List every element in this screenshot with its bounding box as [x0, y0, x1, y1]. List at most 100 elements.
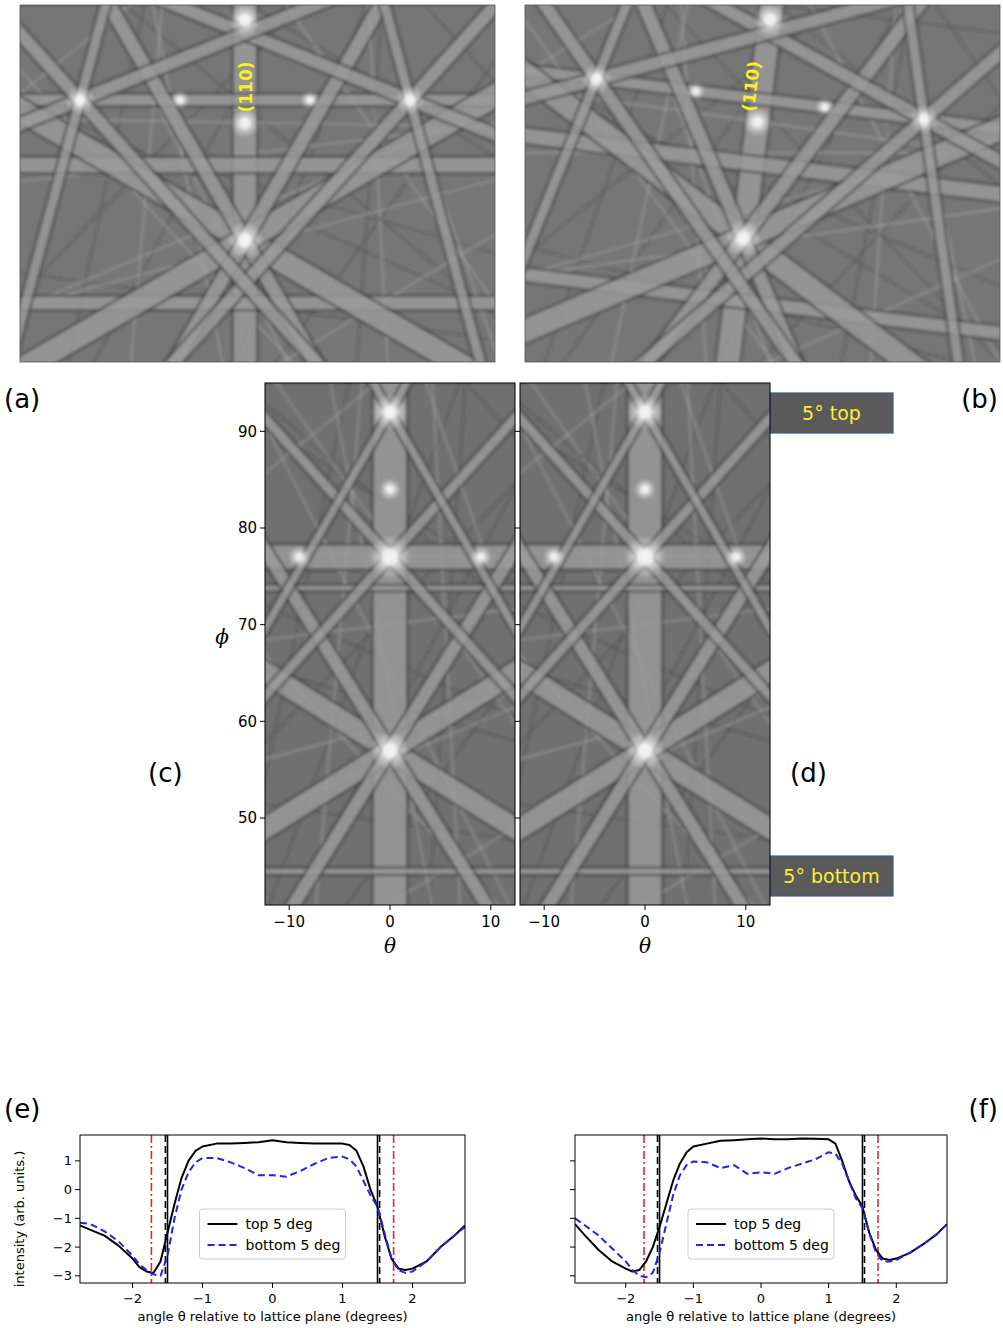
- x-tick: [693, 1283, 694, 1288]
- kikuchi-band: [629, 383, 661, 905]
- y-tick-label: 70: [238, 616, 257, 634]
- plot-frame: [265, 383, 515, 905]
- kikuchi-pole: [908, 103, 940, 135]
- kikuchi-band-edge: [265, 383, 515, 905]
- kikuchi-band: [520, 586, 770, 590]
- kikuchi-band: [525, 5, 934, 362]
- y-tick: [260, 818, 265, 819]
- figure: (110)(110)(a)(b)(c)(d)(e)(f)5° top5° bot…: [0, 0, 1003, 1328]
- kikuchi-pole-core: [735, 230, 751, 246]
- y-tick: [75, 1218, 80, 1219]
- legend-label: top 5 deg: [246, 1216, 313, 1232]
- kikuchi-pole: [288, 546, 310, 568]
- kikuchi-band: [265, 586, 515, 590]
- x-tick-label: −10: [273, 913, 305, 931]
- kikuchi-pole-core: [590, 73, 602, 85]
- kikuchi-pole: [815, 97, 835, 117]
- kikuchi-pole-core: [307, 97, 314, 104]
- plot-area: [265, 383, 515, 905]
- plot-area: [575, 1135, 947, 1283]
- pattern-image: [525, 5, 1000, 362]
- plot-area: [520, 383, 770, 905]
- kikuchi-pole-core: [751, 116, 763, 128]
- y-tick: [75, 1189, 80, 1190]
- y-tick: [570, 1160, 575, 1161]
- kikuchi-pole: [625, 731, 665, 771]
- x-axis-title: angle θ relative to lattice plane (degre…: [138, 1309, 408, 1324]
- kikuchi-band: [265, 383, 515, 905]
- kikuchi-band: [177, 5, 495, 362]
- kikuchi-pole-core: [763, 13, 777, 27]
- kikuchi-band: [520, 383, 770, 905]
- band-label: (110): [738, 60, 764, 113]
- kikuchi-pole-core: [404, 94, 415, 105]
- kikuchi-band: [374, 383, 406, 905]
- panel-label: (f): [969, 1094, 998, 1124]
- kikuchi-band: [520, 383, 770, 905]
- x-tick: [390, 905, 391, 910]
- kikuchi-pole-core: [477, 553, 485, 561]
- legend-swatch: [208, 1244, 238, 1246]
- plot-frame: [575, 1135, 947, 1283]
- kikuchi-pole: [723, 218, 763, 258]
- kikuchi-band-edge: [265, 383, 515, 905]
- kikuchi-band-edge: [177, 5, 495, 362]
- y-tick-label: 80: [238, 519, 257, 537]
- kikuchi-band-edge: [626, 383, 663, 905]
- y-tick-label: 60: [238, 713, 257, 731]
- kikuchi-band: [265, 545, 515, 568]
- kikuchi-band: [265, 869, 515, 874]
- kikuchi-pole-core: [692, 87, 700, 95]
- x-axis-title: angle θ relative to lattice plane (degre…: [626, 1309, 896, 1324]
- plot-area: [80, 1135, 465, 1283]
- kikuchi-pole: [470, 546, 492, 568]
- kikuchi-pole: [752, 5, 788, 38]
- y-tick: [515, 818, 520, 819]
- x-axis-title: θ: [639, 934, 651, 958]
- y-tick: [260, 721, 265, 722]
- y-tick: [570, 1275, 575, 1276]
- x-tick: [761, 1283, 762, 1288]
- kikuchi-pole-core: [382, 743, 397, 758]
- plot-frame: [80, 1135, 465, 1283]
- legend-label: bottom 5 deg: [734, 1237, 829, 1253]
- image-border: [525, 5, 1000, 362]
- x-tick-label: −1: [193, 1291, 212, 1306]
- x-tick-label: −2: [123, 1291, 142, 1306]
- legend: top 5 degbottom 5 deg: [200, 1209, 346, 1259]
- x-tick: [828, 1283, 829, 1288]
- reference-line: [643, 1135, 645, 1283]
- kikuchi-pole-core: [732, 553, 740, 561]
- kikuchi-pole: [301, 91, 319, 109]
- kikuchi-band-edge: [265, 383, 515, 905]
- kikuchi-band: [525, 5, 1000, 362]
- kikuchi-pole: [396, 86, 425, 115]
- reference-line: [167, 1135, 169, 1283]
- panel-label: (e): [4, 1094, 40, 1124]
- y-tick-label: −3: [53, 1268, 72, 1283]
- x-tick-label: 10: [481, 913, 500, 931]
- panel-label: (d): [790, 758, 827, 788]
- kikuchi-band: [265, 383, 515, 905]
- kikuchi-band-edge: [525, 5, 1000, 362]
- x-tick-label: 1: [824, 1291, 832, 1306]
- kikuchi-pole: [623, 535, 666, 578]
- kikuchi-pole-core: [641, 485, 649, 493]
- x-tick-label: 10: [736, 913, 755, 931]
- y-tick-label: 1: [64, 1153, 72, 1168]
- kikuchi-band-edge: [520, 383, 770, 905]
- legend-box: [200, 1209, 346, 1259]
- y-tick: [570, 1218, 575, 1219]
- panel-label: (c): [148, 758, 183, 788]
- y-axis-title: intensity (arb. units.): [12, 1151, 27, 1288]
- y-tick: [570, 1189, 575, 1190]
- kikuchi-pole-core: [74, 94, 85, 105]
- x-tick: [202, 1283, 203, 1288]
- x-tick-label: 0: [385, 913, 395, 931]
- kikuchi-pole-core: [177, 97, 184, 104]
- kikuchi-pole: [725, 546, 747, 568]
- x-tick-label: 0: [757, 1291, 765, 1306]
- x-tick: [544, 905, 545, 910]
- kikuchi-pole: [368, 535, 411, 578]
- x-tick-label: 2: [408, 1291, 416, 1306]
